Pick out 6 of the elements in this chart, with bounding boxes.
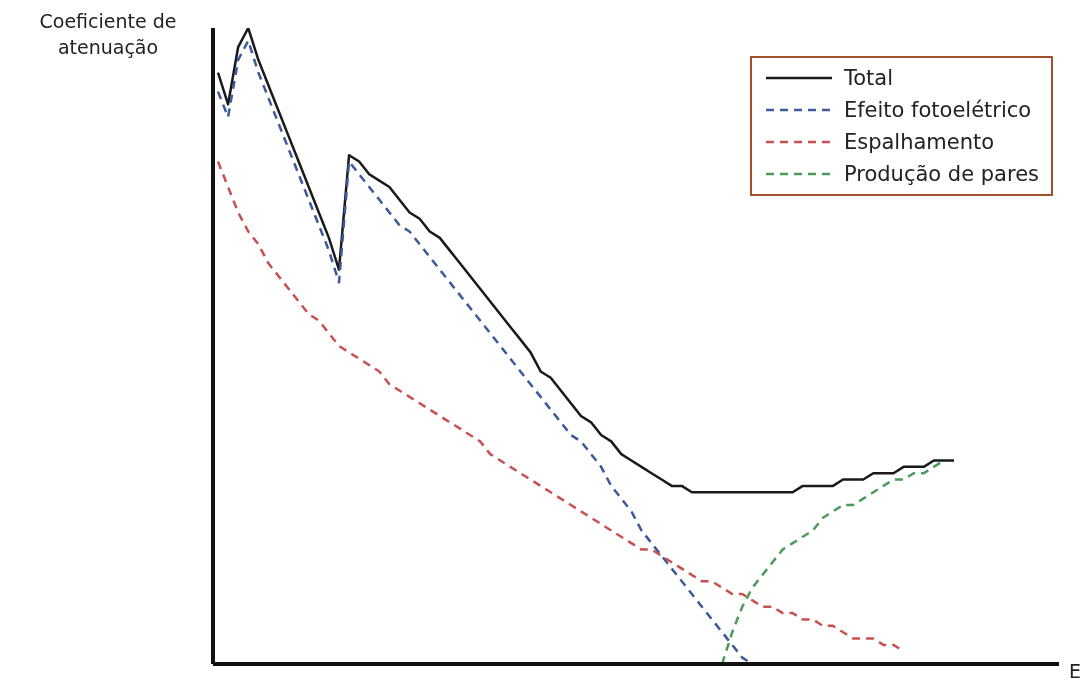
y-axis-title: Coeficiente de atenuação — [38, 9, 178, 60]
legend-label: Total — [843, 66, 893, 90]
legend-label: Espalhamento — [843, 130, 995, 154]
text: E — [1068, 660, 1081, 682]
legend-label: Efeito fotoelétrico — [843, 98, 1032, 122]
legend-label: Produção de pares — [843, 162, 1039, 186]
